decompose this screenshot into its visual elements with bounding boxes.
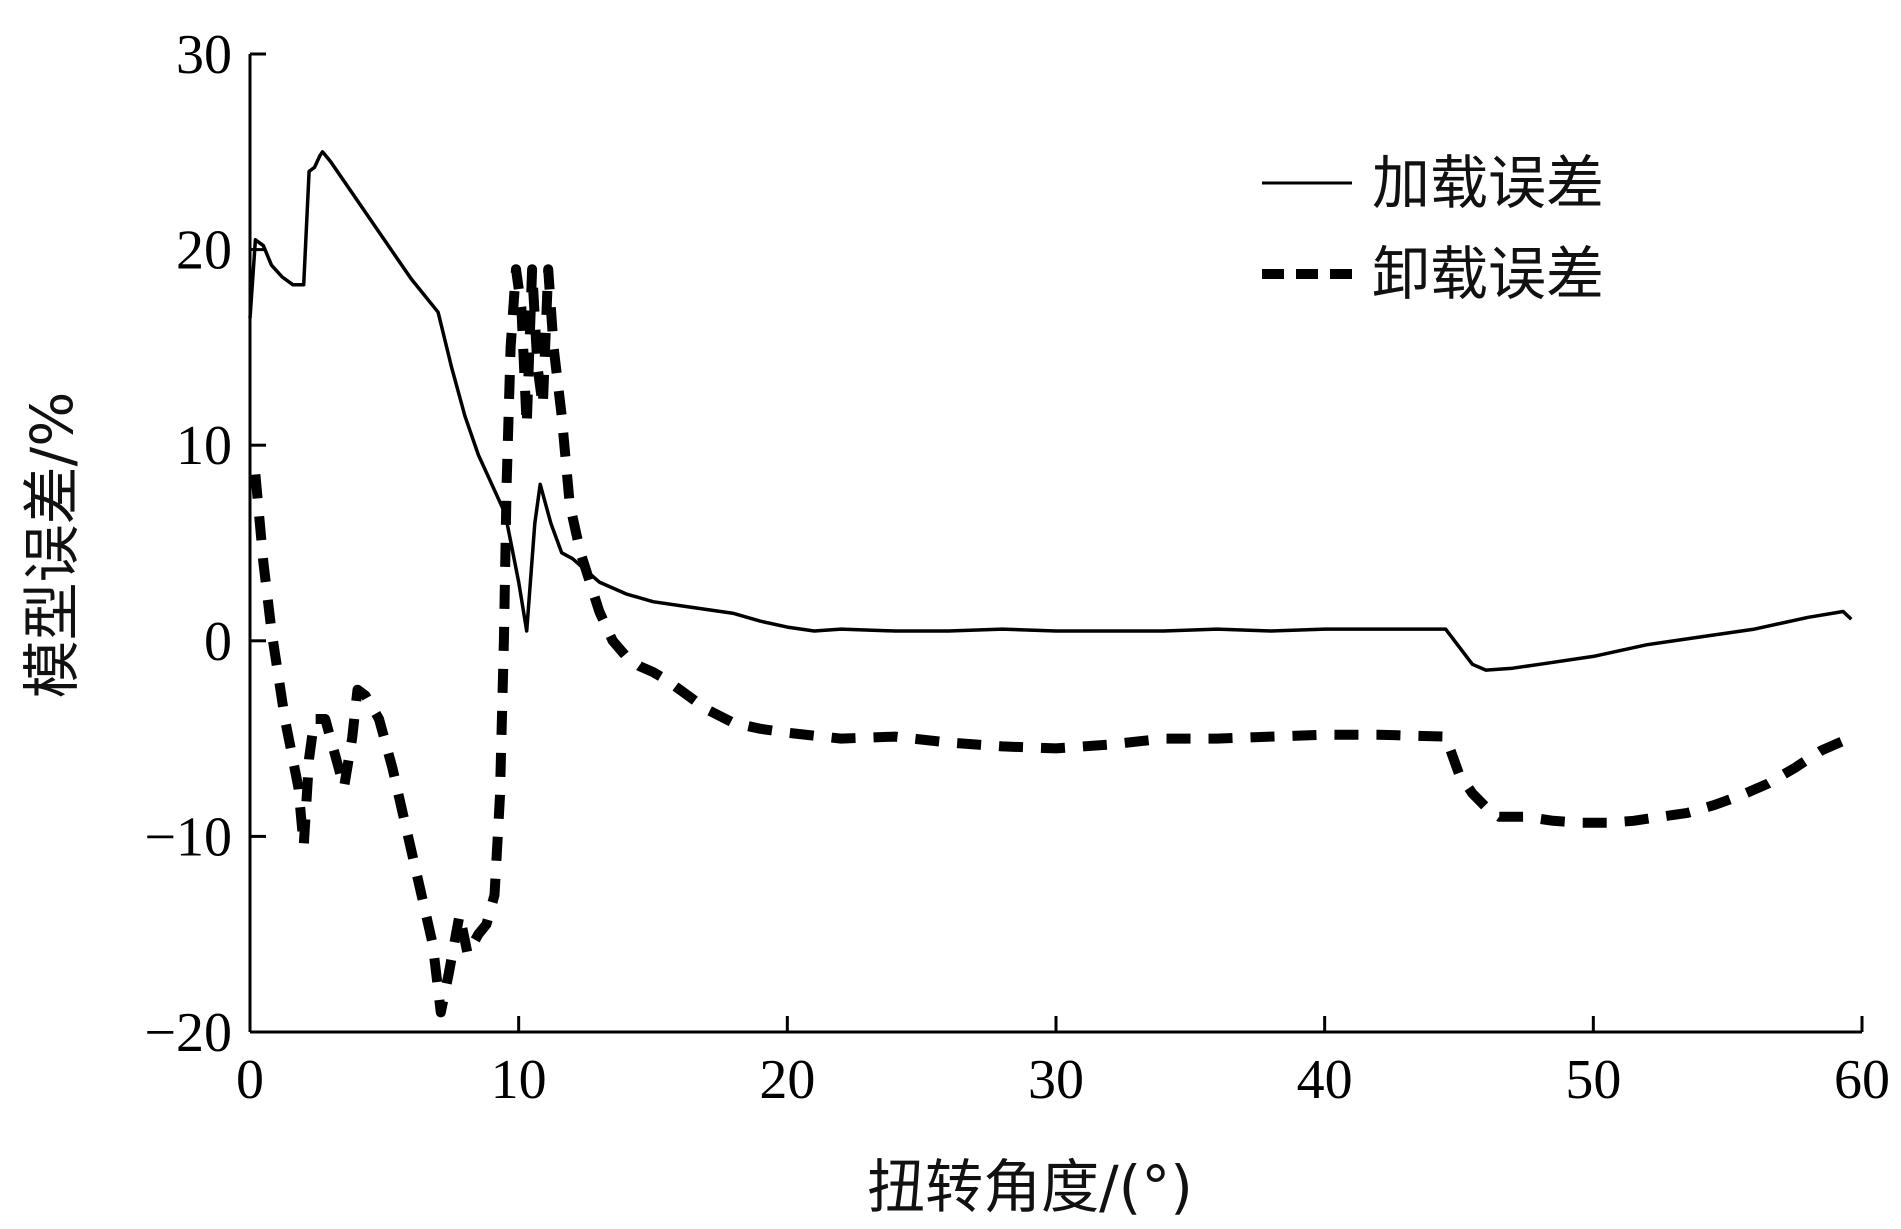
x-tick-label: 0 — [236, 1049, 264, 1111]
y-tick-label: 20 — [176, 220, 232, 282]
x-tick-label: 60 — [1834, 1049, 1890, 1111]
x-tick-label: 10 — [491, 1049, 547, 1111]
y-ticks: −20 −10 0 10 20 30 — [144, 24, 266, 1064]
series-line-unloading — [250, 264, 1851, 1018]
x-tick-label: 50 — [1565, 1049, 1621, 1111]
y-tick-label: −20 — [144, 1002, 232, 1064]
series-line-loading — [248, 150, 1853, 672]
y-axis-title: 模型误差/% — [18, 392, 86, 699]
y-tick-label: 0 — [204, 611, 232, 673]
y-tick-label: −10 — [144, 806, 232, 868]
legend: 加载误差 卸载误差 — [1262, 149, 1604, 308]
legend-label-loading: 加载误差 — [1372, 149, 1604, 217]
axes: 0 10 20 30 40 50 60 −20 −10 0 10 20 30 — [144, 24, 1890, 1111]
x-tick-label: 30 — [1028, 1049, 1084, 1111]
y-tick-label: 30 — [176, 24, 232, 86]
y-tick-label: 10 — [176, 415, 232, 477]
x-axis-title: 扭转角度/(°) — [867, 1153, 1193, 1221]
x-tick-label: 20 — [759, 1049, 815, 1111]
series-layer — [248, 150, 1853, 1018]
x-ticks: 0 10 20 30 40 50 60 — [236, 1016, 1890, 1111]
legend-label-unloading: 卸载误差 — [1372, 240, 1604, 308]
x-tick-label: 40 — [1297, 1049, 1353, 1111]
